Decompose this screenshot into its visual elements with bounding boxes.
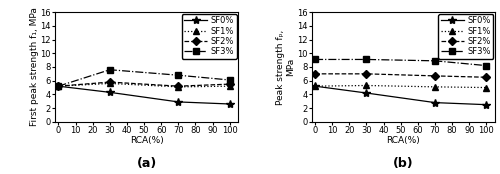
SF0% [484, 104, 490, 106]
Line: SF0%: SF0% [54, 82, 234, 108]
SF1% [484, 86, 490, 89]
SF1% [56, 85, 62, 87]
Line: SF3%: SF3% [312, 57, 489, 68]
SF0% [176, 101, 182, 103]
SF2% [484, 76, 490, 78]
SF2% [107, 81, 113, 83]
SF2% [432, 75, 438, 77]
SF0% [432, 102, 438, 104]
SF1% [432, 86, 438, 88]
Line: SF3%: SF3% [56, 67, 233, 89]
SF2% [312, 73, 318, 75]
SF3% [227, 79, 233, 81]
SF1% [312, 85, 318, 87]
Y-axis label: First peak strength f₁, MPa: First peak strength f₁, MPa [30, 7, 39, 126]
SF0% [364, 92, 370, 94]
SF0% [56, 85, 62, 87]
SF3% [107, 69, 113, 71]
SF0% [227, 103, 233, 105]
Legend: SF0%, SF1%, SF2%, SF3%: SF0%, SF1%, SF2%, SF3% [182, 14, 236, 59]
Line: SF0%: SF0% [311, 82, 490, 109]
SF0% [312, 85, 318, 87]
Line: SF2%: SF2% [56, 79, 233, 89]
Text: (a): (a) [136, 157, 157, 170]
SF3% [176, 74, 182, 76]
SF2% [56, 85, 62, 87]
SF3% [364, 58, 370, 61]
SF1% [176, 86, 182, 88]
Text: (b): (b) [393, 157, 413, 170]
SF1% [227, 85, 233, 87]
SF3% [56, 85, 62, 87]
X-axis label: RCA(%): RCA(%) [386, 136, 420, 145]
SF1% [364, 84, 370, 86]
Legend: SF0%, SF1%, SF2%, SF3%: SF0%, SF1%, SF2%, SF3% [438, 14, 494, 59]
SF2% [176, 85, 182, 87]
SF2% [227, 83, 233, 85]
SF1% [107, 82, 113, 84]
SF3% [312, 58, 318, 61]
X-axis label: RCA(%): RCA(%) [130, 136, 164, 145]
SF3% [432, 60, 438, 62]
Line: SF1%: SF1% [312, 83, 489, 90]
Line: SF1%: SF1% [56, 81, 233, 90]
SF2% [364, 73, 370, 75]
Line: SF2%: SF2% [312, 71, 489, 80]
SF0% [107, 91, 113, 93]
Y-axis label: Peak strength fₚ,
MPa: Peak strength fₚ, MPa [276, 29, 295, 105]
SF3% [484, 65, 490, 67]
